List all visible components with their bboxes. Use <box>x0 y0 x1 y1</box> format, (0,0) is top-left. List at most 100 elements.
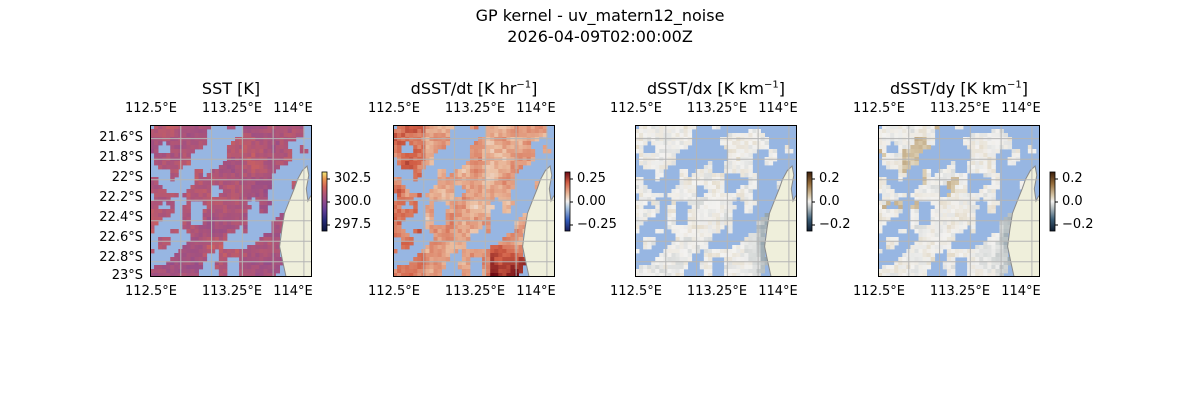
data-cell <box>707 233 713 238</box>
data-cell <box>946 185 952 190</box>
data-cell <box>744 141 749 146</box>
data-cell <box>651 165 656 170</box>
data-cell <box>502 137 507 142</box>
data-cell <box>235 205 240 210</box>
data-cell <box>210 233 216 238</box>
data-cell <box>413 201 418 206</box>
data-cell <box>478 205 483 210</box>
data-cell <box>166 165 171 170</box>
data-cell <box>437 129 442 134</box>
data-cell <box>975 165 980 170</box>
data-cell <box>703 245 709 250</box>
data-cell <box>194 253 199 258</box>
data-cell <box>732 245 737 250</box>
data-cell <box>890 189 895 194</box>
data-cell <box>433 229 438 234</box>
data-cell <box>154 133 159 138</box>
data-cell <box>667 129 672 134</box>
data-cell <box>926 189 932 194</box>
data-cell <box>510 161 515 166</box>
data-cell <box>486 197 491 202</box>
data-cell <box>247 257 252 262</box>
data-cell <box>441 229 447 234</box>
data-cell <box>437 261 442 266</box>
data-cell <box>226 209 232 214</box>
data-cell <box>247 133 252 138</box>
data-cell <box>760 249 765 254</box>
data-cell <box>425 153 430 158</box>
data-cell <box>413 133 418 138</box>
data-cell <box>397 229 402 234</box>
data-cell <box>251 129 256 134</box>
data-cell <box>393 181 398 186</box>
data-cell <box>987 205 992 210</box>
data-cell <box>979 169 984 174</box>
data-cell <box>724 269 729 274</box>
data-cell <box>675 145 680 150</box>
data-cell <box>437 273 442 277</box>
data-cell <box>214 217 220 222</box>
data-cell <box>271 141 276 146</box>
data-cell <box>639 205 644 210</box>
data-cell <box>445 229 451 234</box>
data-cell <box>752 245 757 250</box>
data-cell <box>449 245 455 250</box>
data-cell <box>518 141 523 146</box>
data-cell <box>934 209 940 214</box>
data-cell <box>894 141 899 146</box>
data-cell <box>922 133 927 138</box>
data-cell <box>711 221 717 226</box>
x-tick-top: 114°E <box>273 101 313 116</box>
data-cell <box>275 149 280 154</box>
data-cell <box>405 125 410 130</box>
data-cell <box>461 233 467 238</box>
data-cell <box>482 249 487 254</box>
data-cell <box>999 265 1004 270</box>
data-cell <box>886 201 891 206</box>
data-cell <box>506 249 511 254</box>
data-cell <box>498 189 503 194</box>
data-cell <box>190 261 195 266</box>
data-cell <box>263 209 268 214</box>
data-cell <box>979 273 984 277</box>
data-cell <box>659 141 664 146</box>
data-cell <box>235 217 240 222</box>
data-cell <box>934 233 940 238</box>
data-cell <box>991 241 996 246</box>
data-cell <box>218 261 224 266</box>
data-cell <box>902 173 907 178</box>
data-cell <box>461 173 467 178</box>
data-cell <box>279 161 285 166</box>
data-cell <box>635 229 640 234</box>
data-cell <box>226 253 232 258</box>
data-cell <box>991 137 996 142</box>
data-cell <box>214 233 220 238</box>
data-cell <box>247 153 252 158</box>
data-cell <box>413 229 418 234</box>
data-cell <box>744 145 749 150</box>
data-cell <box>882 273 887 277</box>
data-cell <box>243 125 248 130</box>
data-cell <box>882 193 887 198</box>
data-cell <box>691 245 697 250</box>
data-cell <box>405 165 410 170</box>
data-cell <box>910 265 915 270</box>
data-cell <box>756 257 761 262</box>
data-cell <box>922 125 927 130</box>
data-cell <box>959 177 964 182</box>
data-cell <box>918 197 923 202</box>
data-cell <box>691 241 697 246</box>
data-cell <box>898 153 903 158</box>
data-cell <box>975 261 980 266</box>
data-cell <box>687 197 693 202</box>
data-cell <box>999 229 1004 234</box>
data-cell <box>482 165 487 170</box>
data-cell <box>222 177 228 182</box>
data-cell <box>752 249 757 254</box>
data-cell <box>987 141 992 146</box>
data-cell <box>474 181 479 186</box>
data-cell <box>271 225 276 230</box>
data-cell <box>918 149 923 154</box>
data-cell <box>194 125 199 130</box>
data-cell <box>687 257 693 262</box>
